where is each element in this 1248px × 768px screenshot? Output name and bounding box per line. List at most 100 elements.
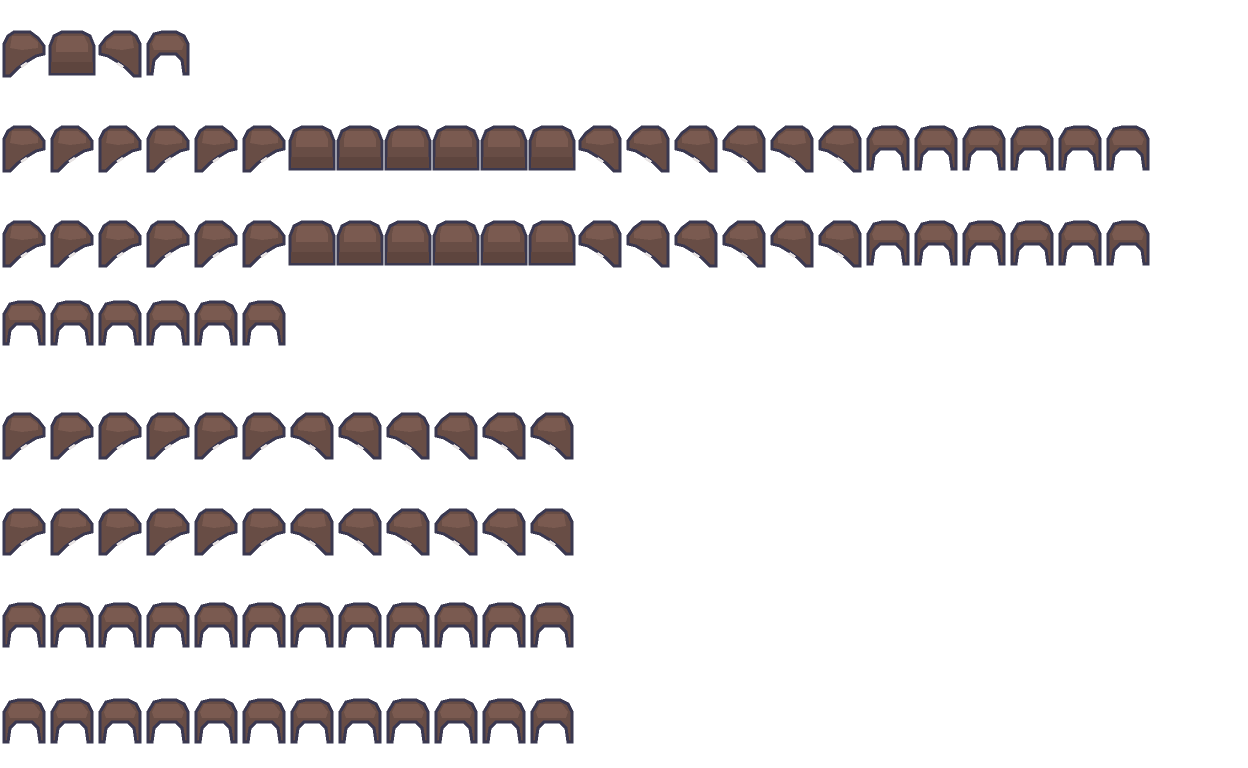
hair-sprite-side-left bbox=[770, 125, 814, 173]
hair-sprite-side-right bbox=[194, 220, 238, 268]
hair-sprite-side-right bbox=[98, 508, 142, 556]
hair-sprite-side-right bbox=[146, 412, 190, 460]
hair-sprite-side-left bbox=[818, 125, 862, 173]
hair-sprite-side-right bbox=[146, 220, 190, 268]
hair-sprite-side-left bbox=[386, 508, 430, 556]
hair-sprite-side-right bbox=[2, 220, 46, 268]
hair-sprite-side-right bbox=[242, 412, 286, 460]
hair-sprite-side-right bbox=[242, 508, 286, 556]
hair-sprite-back bbox=[338, 698, 382, 744]
hair-sprite-back bbox=[482, 698, 526, 744]
sprite-row bbox=[2, 300, 286, 346]
hair-sprite-back bbox=[146, 300, 190, 346]
hair-sprite-back bbox=[386, 602, 430, 648]
hair-sprite-front bbox=[480, 220, 528, 266]
hair-sprite-back bbox=[146, 698, 190, 744]
hair-sprite-side-left bbox=[770, 220, 814, 268]
hair-sprite-side-right bbox=[98, 412, 142, 460]
hair-sprite-back bbox=[434, 602, 478, 648]
hair-sprite-side-right bbox=[2, 30, 46, 78]
hair-sprite-front bbox=[336, 220, 384, 266]
hair-sprite-back bbox=[194, 698, 238, 744]
hair-sprite-back bbox=[242, 300, 286, 346]
hair-sprite-side-right bbox=[2, 125, 46, 173]
hair-sprite-back bbox=[1010, 125, 1054, 171]
hair-sprite-front bbox=[288, 220, 336, 266]
hair-sprite-side-right bbox=[50, 508, 94, 556]
hair-sprite-side-right bbox=[242, 220, 286, 268]
hair-sprite-front bbox=[432, 220, 480, 266]
hair-sprite-side-right bbox=[98, 125, 142, 173]
hair-sprite-side-right bbox=[2, 412, 46, 460]
hair-sprite-side-left bbox=[722, 125, 766, 173]
hair-sprite-front bbox=[384, 220, 432, 266]
sprite-row bbox=[2, 125, 1150, 173]
hair-sprite-side-left bbox=[434, 508, 478, 556]
hair-sprite-back bbox=[290, 698, 334, 744]
hair-sprite-side-right bbox=[194, 412, 238, 460]
hair-sprite-back bbox=[194, 300, 238, 346]
hair-sprite-back bbox=[914, 220, 958, 266]
hair-sprite-back bbox=[914, 125, 958, 171]
hair-sprite-back bbox=[1010, 220, 1054, 266]
hair-sprite-side-left bbox=[722, 220, 766, 268]
hair-sprite-back bbox=[434, 698, 478, 744]
hair-sprite-side-left bbox=[338, 412, 382, 460]
hair-sprite-back bbox=[1106, 125, 1150, 171]
hair-sprite-back bbox=[530, 602, 574, 648]
hair-sprite-side-right bbox=[50, 220, 94, 268]
hair-sprite-side-left bbox=[578, 220, 622, 268]
sprite-row bbox=[2, 602, 574, 648]
hair-sprite-side-right bbox=[146, 508, 190, 556]
hair-sprite-side-left bbox=[434, 412, 478, 460]
hair-sprite-back bbox=[962, 125, 1006, 171]
hair-sprite-side-left bbox=[290, 508, 334, 556]
hair-sprite-back bbox=[98, 602, 142, 648]
hair-sprite-back bbox=[338, 602, 382, 648]
hair-sprite-side-right bbox=[50, 412, 94, 460]
hair-sprite-side-left bbox=[530, 412, 574, 460]
hair-sprite-side-right bbox=[194, 508, 238, 556]
sprite-row bbox=[2, 508, 574, 556]
hair-sprite-side-right bbox=[50, 125, 94, 173]
hair-sprite-side-left bbox=[338, 508, 382, 556]
hair-sprite-back bbox=[50, 300, 94, 346]
sprite-row bbox=[2, 698, 574, 744]
hair-sprite-back bbox=[1058, 125, 1102, 171]
sprite-row bbox=[2, 412, 574, 460]
hair-sprite-back bbox=[2, 602, 46, 648]
hair-sprite-back bbox=[242, 602, 286, 648]
hair-sprite-back bbox=[1058, 220, 1102, 266]
hair-sprite-side-left bbox=[674, 220, 718, 268]
hair-sprite-back bbox=[2, 698, 46, 744]
hair-sprite-front bbox=[48, 30, 96, 76]
hair-sprite-back bbox=[98, 300, 142, 346]
hair-sprite-back bbox=[98, 698, 142, 744]
hair-sprite-side-right bbox=[194, 125, 238, 173]
hair-sprite-back bbox=[50, 602, 94, 648]
hair-sprite-side-left bbox=[674, 125, 718, 173]
hair-sprite-back bbox=[530, 698, 574, 744]
hair-sprite-side-left bbox=[530, 508, 574, 556]
hair-sprite-side-left bbox=[482, 508, 526, 556]
hair-sprite-front bbox=[336, 125, 384, 171]
hair-sprite-back bbox=[146, 602, 190, 648]
hair-sprite-side-right bbox=[242, 125, 286, 173]
hair-sprite-back bbox=[386, 698, 430, 744]
hair-sprite-side-left bbox=[386, 412, 430, 460]
hair-sprite-front bbox=[528, 220, 576, 266]
hair-sprite-side-left bbox=[818, 220, 862, 268]
hair-sprite-back bbox=[482, 602, 526, 648]
hair-sprite-side-right bbox=[146, 125, 190, 173]
hair-sprite-back bbox=[866, 125, 910, 171]
hair-sprite-front bbox=[528, 125, 576, 171]
hair-sprite-back bbox=[50, 698, 94, 744]
hair-sprite-side-left bbox=[626, 125, 670, 173]
hair-sprite-front bbox=[480, 125, 528, 171]
hair-sprite-front bbox=[288, 125, 336, 171]
hair-sprite-side-left bbox=[290, 412, 334, 460]
hair-sprite-back bbox=[1106, 220, 1150, 266]
hair-sprite-side-right bbox=[98, 220, 142, 268]
hair-sprite-back bbox=[194, 602, 238, 648]
